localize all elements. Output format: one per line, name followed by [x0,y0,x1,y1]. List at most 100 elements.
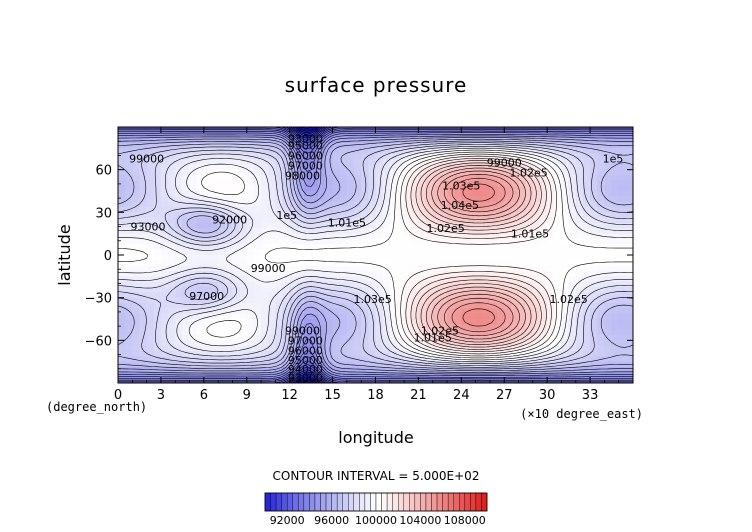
field-cell [146,351,155,357]
field-cell [282,329,291,336]
field-cell [303,319,312,325]
field-cell [296,244,305,251]
contour-label: 1.03e5 [442,179,480,192]
field-cell [189,345,198,352]
field-cell [203,175,212,181]
contour-label: 97000 [288,334,323,347]
field-cell [239,276,248,283]
field-cell [611,287,620,293]
colorbar-swatch [386,492,393,512]
field-cell [160,153,169,160]
field-cell [497,137,505,144]
field-cell [168,249,176,256]
field-cell [554,164,563,171]
field-cell [525,143,534,149]
field-cell [303,217,312,224]
field-cell [354,233,362,240]
field-cell [404,137,412,144]
field-cell [468,249,477,256]
field-cell [511,228,520,235]
field-cell [597,303,605,309]
field-cell [275,169,284,176]
field-cell [461,233,470,240]
field-cell [332,255,341,261]
field-cell [153,207,162,213]
field-cell [232,265,241,272]
field-cell [232,340,241,347]
field-cell [346,201,355,208]
field-cell [618,185,627,192]
field-cell [504,260,512,267]
field-cell [554,297,563,304]
field-cell [153,345,162,352]
field-cell [132,276,141,283]
field-cell [232,196,241,203]
field-cell [225,292,234,299]
field-cell [454,335,462,341]
field-cell [482,260,491,267]
field-cell [504,244,512,251]
field-cell [375,185,384,192]
field-cell [354,239,362,245]
field-cell [518,132,527,139]
field-cell [575,313,584,320]
field-cell [454,228,462,235]
field-cell [125,276,133,283]
field-cell [532,217,541,224]
field-cell [339,164,348,171]
field-cell [132,239,141,245]
field-cell [118,233,126,240]
field-cell [132,361,141,368]
field-cell [425,180,434,187]
field-cell [296,329,305,336]
field-cell [218,180,226,187]
field-cell [289,153,298,160]
contour-label: 99000 [251,262,286,275]
field-cell [568,159,577,165]
field-cell [375,137,384,144]
field-cell [561,223,570,229]
contour-label: 95000 [288,140,323,153]
field-cell [118,324,126,331]
field-cell [218,276,226,283]
field-cell [368,372,377,379]
field-cell [318,324,327,331]
field-cell [153,233,162,240]
field-cell [160,324,169,331]
field-cell [554,153,563,160]
field-cell [132,233,141,240]
field-cell [361,169,369,176]
field-cell [590,148,598,155]
field-cell [375,276,384,283]
field-cell [482,169,491,176]
field-cell [475,303,484,309]
field-cell [625,271,633,277]
field-cell [382,329,391,336]
field-cell [239,164,248,171]
field-cell [411,132,420,139]
field-cell [425,260,434,267]
field-cell [325,249,334,256]
field-cell [261,303,269,309]
field-cell [160,207,169,213]
field-cell [561,196,570,203]
field-cell [454,239,462,245]
field-cell [604,201,613,208]
field-cell [625,340,633,347]
field-cell [361,212,369,219]
field-cell [153,185,162,192]
field-cell [590,185,598,192]
field-cell [418,233,427,240]
field-cell [482,223,491,229]
field-cell [361,217,369,224]
field-cell [139,313,148,320]
field-cell [475,191,484,197]
field-cell [396,217,405,224]
field-cell [253,159,262,165]
field-cell [525,351,534,357]
field-cell [511,297,520,304]
field-cell [482,249,491,256]
field-cell [175,276,183,283]
field-cell [504,308,512,315]
field-cell [325,137,334,144]
